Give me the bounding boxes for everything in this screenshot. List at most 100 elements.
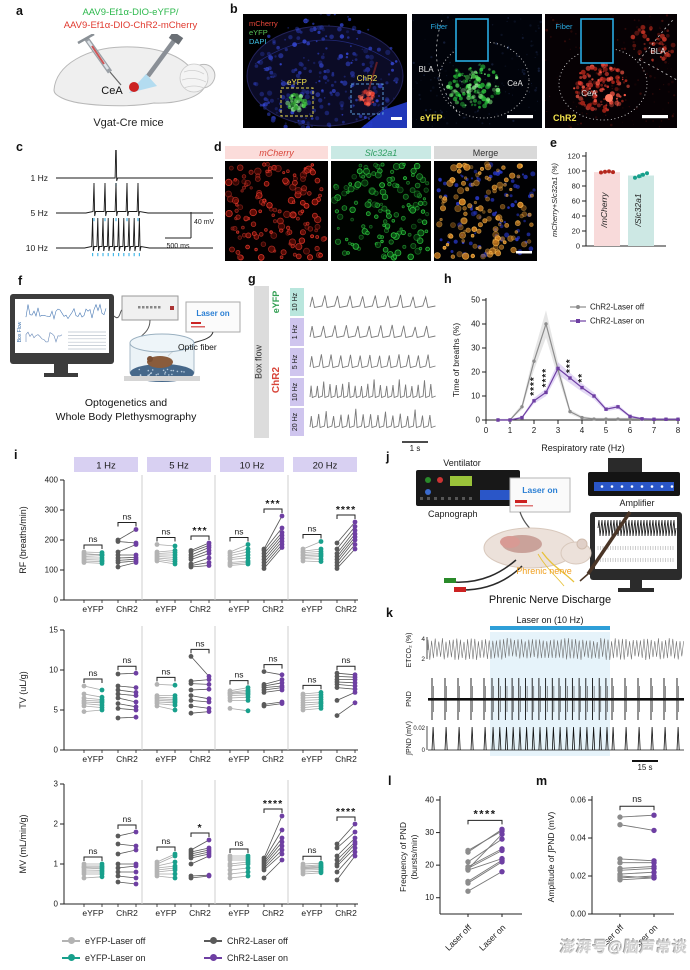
panel-label-i: i	[14, 448, 18, 462]
svg-text:eYFP: eYFP	[301, 908, 323, 918]
svg-text:eYFP: eYFP	[155, 754, 177, 764]
svg-text:*: *	[197, 822, 202, 834]
svg-text:****: ****	[336, 504, 356, 516]
svg-text:1 Hz: 1 Hz	[31, 173, 48, 183]
svg-text:ChR2: ChR2	[357, 74, 378, 83]
svg-text:400: 400	[45, 476, 59, 485]
svg-text:ns: ns	[123, 512, 132, 522]
box-flow-traces: Box flow eYFP ChR2 10 Hz 1 Hz 5 Hz 10 Hz 20 Hz 1…	[254, 286, 436, 453]
svg-text:10: 10	[425, 893, 434, 902]
svg-text:ns: ns	[235, 670, 244, 680]
svg-text:Phrenic Nerve Discharge: Phrenic Nerve Discharge	[489, 594, 611, 606]
svg-text:5 Hz: 5 Hz	[31, 208, 48, 218]
svg-text:0: 0	[476, 416, 481, 425]
svg-text:0.02: 0.02	[570, 872, 586, 881]
svg-text:10 Hz: 10 Hz	[240, 461, 265, 472]
svg-text:RF (breaths/min): RF (breaths/min)	[18, 506, 28, 574]
svg-text:ChR2: ChR2	[335, 908, 357, 918]
svg-text:Phrenic nerve: Phrenic nerve	[516, 566, 572, 576]
setup-caption: Optogenetics and Whole Body Plethysmogra…	[10, 396, 242, 424]
svg-text:∫PND (mV): ∫PND (mV)	[406, 721, 413, 756]
svg-text:ns: ns	[89, 668, 98, 678]
svg-text:120: 120	[567, 152, 580, 161]
svg-text:4: 4	[580, 426, 585, 435]
svg-text:40: 40	[572, 212, 580, 221]
eyfp-cea-image: Fiber BLA CeA eYFP	[412, 14, 542, 128]
svg-text:Box flow: Box flow	[254, 344, 264, 379]
svg-text:100: 100	[567, 167, 580, 176]
svg-text:5: 5	[54, 706, 59, 715]
svg-text:0.06: 0.06	[570, 796, 586, 805]
svg-text:eYFP: eYFP	[155, 908, 177, 918]
panel-label-f: f	[18, 274, 23, 288]
svg-text:0.04: 0.04	[570, 834, 586, 843]
svg-text:20: 20	[425, 861, 434, 870]
svg-text:ns: ns	[89, 846, 98, 856]
svg-text:40 mV: 40 mV	[194, 219, 215, 226]
svg-text:eYFP: eYFP	[228, 908, 250, 918]
svg-text:0: 0	[422, 748, 426, 754]
svg-text:PND: PND	[404, 691, 413, 707]
svg-text:Laser off: Laser off	[443, 922, 474, 953]
colocalization-bar-chart: 0 20 40 60 80 100 120 mCherry+Slc32a1 (%) /mCher…	[550, 152, 666, 251]
svg-text:eYFP: eYFP	[249, 28, 268, 37]
svg-text:Box Flow: Box Flow	[17, 321, 23, 342]
rf-paired-chart: 0 100 200 300 400 RF (breaths/min) 1 Hz ns eYFP n…	[18, 457, 358, 614]
svg-text:10: 10	[471, 392, 480, 401]
plethysmography-setup-schematic: Box Flow Laser on Optic fiber	[10, 294, 241, 382]
svg-text:0.02: 0.02	[413, 726, 425, 732]
svg-text:ns: ns	[308, 845, 317, 855]
svg-text:***: ***	[192, 525, 207, 537]
svg-text:5 Hz: 5 Hz	[292, 354, 299, 369]
svg-text:30: 30	[471, 344, 480, 353]
svg-text:***: ***	[565, 358, 576, 373]
svg-text:60: 60	[572, 197, 580, 206]
svg-text:mCherry+Slc32a1 (%): mCherry+Slc32a1 (%)	[550, 163, 559, 237]
chr2-cea-image: Fiber BLA CeA ChR2	[545, 14, 677, 128]
svg-text:eYFP: eYFP	[228, 754, 250, 764]
svg-text:****: ****	[541, 368, 552, 388]
svg-text:2: 2	[421, 656, 425, 663]
legend-item: eYFP-Laser on	[62, 949, 204, 966]
svg-text:40: 40	[471, 320, 480, 329]
svg-text:eYFP: eYFP	[271, 291, 281, 314]
svg-text:mCherry: mCherry	[249, 19, 278, 28]
svg-text:ns: ns	[162, 666, 171, 676]
svg-text:5: 5	[604, 426, 609, 435]
panel-label-m: m	[536, 774, 548, 788]
panel-label-a: a	[16, 4, 23, 18]
svg-text:eYFP: eYFP	[228, 604, 250, 614]
legend-item: eYFP-Laser off	[62, 932, 204, 949]
svg-text:eYFP: eYFP	[287, 78, 307, 87]
svg-text:ChR2: ChR2	[262, 604, 284, 614]
image-header-merge: Merge	[434, 146, 537, 159]
svg-text:500 ms: 500 ms	[167, 243, 190, 250]
svg-text:20 Hz: 20 Hz	[292, 412, 299, 431]
svg-text:200: 200	[45, 536, 59, 545]
svg-text:ChR2-Laser off: ChR2-Laser off	[590, 303, 645, 312]
svg-text:Ventilator: Ventilator	[443, 458, 481, 468]
svg-text:Laser on (10 Hz): Laser on (10 Hz)	[516, 615, 583, 625]
svg-text:**: **	[577, 373, 588, 383]
svg-text:6: 6	[628, 426, 633, 435]
svg-text:0: 0	[54, 596, 59, 605]
tv-paired-chart: 0 5 10 15 TV (uL/g) ns eYFP ns ChR2 ns eYFP ns ChR2 n…	[18, 626, 358, 764]
svg-text:5 Hz: 5 Hz	[169, 461, 189, 472]
svg-text:BLA: BLA	[418, 65, 434, 74]
virus-title-eyfp: AAV9-Ef1α-DIO-eYFP/	[82, 7, 179, 18]
svg-text:Frequency of PND: Frequency of PND	[398, 822, 408, 892]
panel-label-c: c	[16, 140, 23, 154]
svg-text:Time of breaths (%): Time of breaths (%)	[451, 323, 461, 397]
panel-label-j: j	[386, 450, 390, 464]
virus-construct-titles: AAV9-Ef1α-DIO-eYFP/ AAV9-Ef1α-DIO-ChR2-m…	[28, 6, 233, 32]
svg-text:100: 100	[45, 566, 59, 575]
svg-text:0: 0	[576, 242, 580, 251]
svg-text:****: ****	[473, 808, 496, 820]
svg-text:ns: ns	[235, 838, 244, 848]
panel-label-h: h	[444, 272, 452, 286]
svg-text:ns: ns	[342, 655, 351, 665]
mcherry-fish-image	[225, 161, 328, 261]
svg-text:2: 2	[54, 820, 59, 829]
